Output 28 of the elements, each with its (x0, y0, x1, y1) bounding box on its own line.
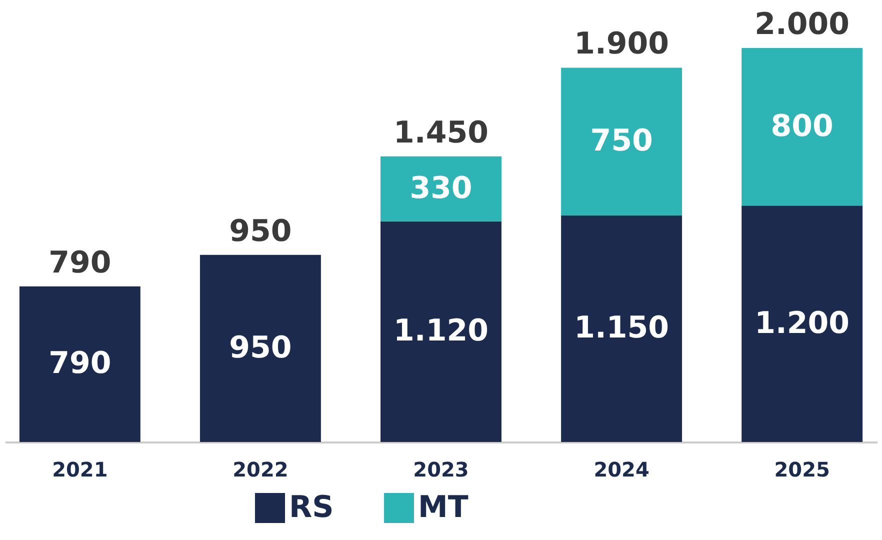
data-label: 800 (770, 108, 834, 144)
x-tick-label: 2025 (774, 458, 830, 482)
total-label: 790 (48, 245, 112, 280)
bar (561, 68, 682, 216)
bar (742, 206, 863, 442)
data-label: 1.120 (394, 314, 488, 349)
total-label: 1.450 (394, 115, 488, 150)
data-label: 330 (410, 170, 472, 206)
bar (380, 221, 502, 442)
data-label: 1.200 (754, 306, 850, 341)
total-label: 1.900 (574, 26, 669, 62)
x-tick-label: 2022 (232, 458, 288, 482)
bar (200, 254, 321, 442)
bar (561, 215, 682, 442)
data-label: 950 (229, 330, 292, 366)
x-tick-label: 2023 (413, 458, 469, 482)
legend-label: MT (418, 490, 469, 525)
data-label: 790 (48, 346, 112, 382)
data-label: 1.150 (574, 310, 669, 346)
bar (19, 286, 140, 442)
total-label: 2.000 (754, 7, 850, 42)
total-label: 950 (229, 214, 292, 249)
bar (380, 156, 502, 222)
bar (742, 48, 863, 206)
legend-label: RS (289, 490, 334, 525)
x-tick-label: 2021 (52, 458, 108, 482)
data-label: 750 (590, 124, 653, 159)
x-tick-label: 2024 (594, 458, 650, 482)
